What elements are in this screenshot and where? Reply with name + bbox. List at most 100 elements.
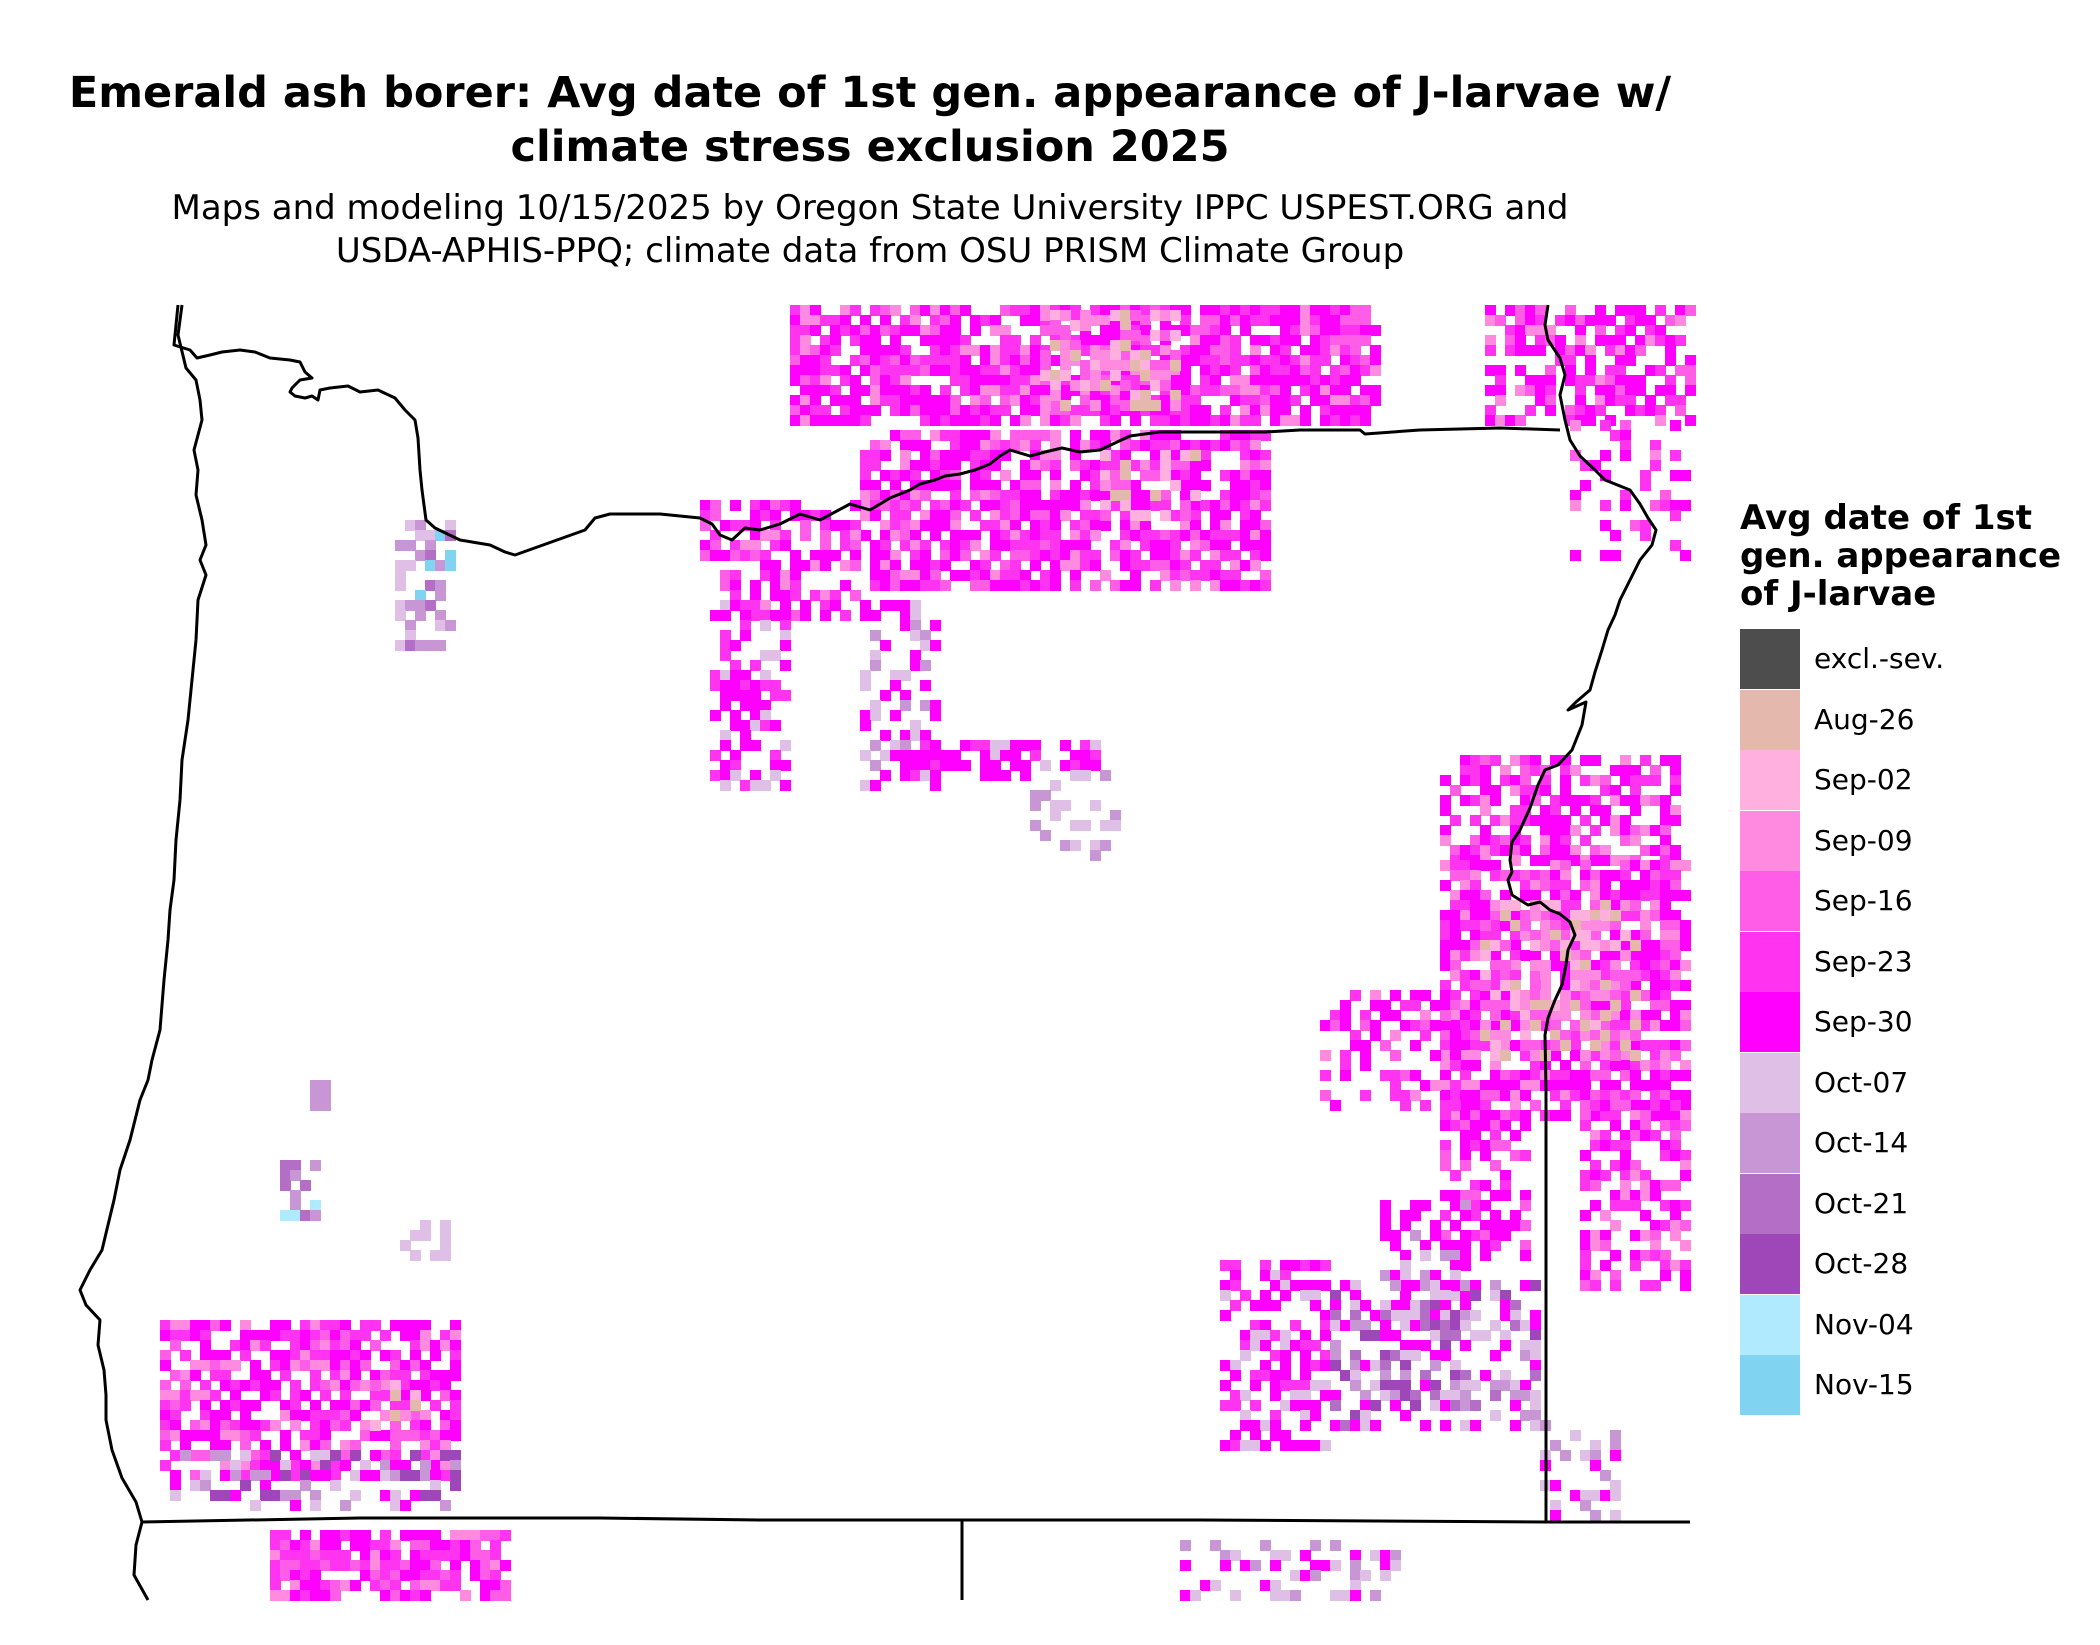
raster-cell: [830, 315, 841, 326]
raster-cell: [1230, 1260, 1241, 1271]
raster-cell: [910, 530, 921, 541]
raster-cell: [970, 345, 981, 356]
raster-cell: [1040, 580, 1051, 591]
raster-cell: [1010, 385, 1021, 396]
raster-cell: [970, 540, 981, 551]
raster-cell: [1400, 1380, 1411, 1391]
raster-cell: [420, 1590, 431, 1601]
raster-cell: [1250, 1380, 1261, 1391]
raster-cell: [1320, 415, 1331, 426]
raster-cell: [1000, 385, 1011, 396]
raster-cell: [1485, 305, 1496, 316]
raster-cell: [1050, 570, 1061, 581]
raster-cell: [1590, 1100, 1601, 1111]
raster-cell: [430, 1490, 441, 1501]
raster-cell: [1580, 480, 1591, 491]
raster-cell: [1530, 1080, 1541, 1091]
raster-cell: [1600, 815, 1611, 826]
raster-cell: [180, 1350, 191, 1361]
raster-cell: [1530, 1280, 1541, 1291]
raster-cell: [230, 1460, 241, 1471]
raster-cell: [1530, 890, 1541, 901]
raster-cell: [405, 630, 416, 641]
legend-swatch: [1740, 629, 1800, 689]
raster-cell: [1590, 1490, 1601, 1501]
raster-cell: [1030, 345, 1041, 356]
raster-cell: [990, 490, 1001, 501]
raster-cell: [1160, 530, 1171, 541]
raster-cell: [1570, 960, 1581, 971]
raster-cell: [1620, 950, 1631, 961]
raster-cell: [800, 395, 811, 406]
raster-cell: [1300, 355, 1311, 366]
raster-cell: [1630, 1130, 1641, 1141]
raster-cell: [1550, 870, 1561, 881]
raster-cell: [410, 1250, 421, 1261]
raster-cell: [1010, 375, 1021, 386]
raster-cell: [950, 335, 961, 346]
raster-cell: [1430, 1380, 1441, 1391]
raster-cell: [750, 610, 761, 621]
raster-cell: [1490, 1140, 1501, 1151]
raster-cell: [1450, 1030, 1461, 1041]
raster-cell: [1520, 1020, 1531, 1031]
raster-cell: [940, 405, 951, 416]
raster-cell: [1650, 1080, 1661, 1091]
raster-cell: [820, 315, 831, 326]
raster-cell: [1640, 960, 1651, 971]
raster-cell: [1220, 1550, 1231, 1561]
raster-cell: [1270, 1580, 1281, 1591]
raster-cell: [260, 1330, 271, 1341]
raster-cell: [1440, 1140, 1451, 1151]
raster-cell: [390, 1570, 401, 1581]
raster-cell: [1340, 1010, 1351, 1021]
raster-cell: [860, 385, 871, 396]
raster-cell: [340, 1340, 351, 1351]
raster-cell: [1580, 1500, 1591, 1511]
raster-cell: [1640, 1280, 1651, 1291]
raster-cell: [1130, 550, 1141, 561]
raster-cell: [1280, 1550, 1291, 1561]
raster-cell: [1120, 480, 1131, 491]
raster-cell: [1490, 940, 1501, 951]
raster-cell: [290, 1190, 301, 1201]
raster-cell: [1120, 490, 1131, 501]
raster-cell: [1370, 395, 1381, 406]
raster-cell: [200, 1430, 211, 1441]
raster-cell: [370, 1380, 381, 1391]
raster-cell: [1480, 835, 1491, 846]
raster-cell: [1615, 355, 1626, 366]
raster-cell: [310, 1340, 321, 1351]
raster-cell: [880, 345, 891, 356]
raster-cell: [1645, 315, 1656, 326]
raster-cell: [395, 580, 406, 591]
raster-cell: [920, 570, 931, 581]
raster-cell: [320, 1450, 331, 1461]
raster-cell: [1070, 580, 1081, 591]
raster-cell: [1450, 785, 1461, 796]
legend-label: Sep-02: [1814, 763, 1913, 796]
raster-cell: [1400, 1070, 1411, 1081]
raster-cell: [1280, 1440, 1291, 1451]
raster-cell: [470, 1540, 481, 1551]
raster-cell: [1420, 990, 1431, 1001]
raster-cell: [1610, 795, 1621, 806]
raster-cell: [1590, 1040, 1601, 1051]
raster-cell: [1370, 990, 1381, 1001]
raster-cell: [1535, 325, 1546, 336]
raster-cell: [900, 620, 911, 631]
raster-cell: [1290, 1570, 1301, 1581]
raster-cell: [1150, 380, 1161, 391]
raster-cell: [1270, 1420, 1281, 1431]
raster-cell: [360, 1380, 371, 1391]
raster-cell: [390, 1390, 401, 1401]
raster-cell: [1300, 315, 1311, 326]
raster-cell: [980, 430, 991, 441]
raster-cell: [1595, 335, 1606, 346]
raster-cell: [1640, 1210, 1651, 1221]
raster-cell: [1380, 1270, 1391, 1281]
raster-cell: [1440, 1290, 1451, 1301]
raster-cell: [1190, 500, 1201, 511]
raster-cell: [1160, 360, 1171, 371]
raster-cell: [1210, 415, 1221, 426]
